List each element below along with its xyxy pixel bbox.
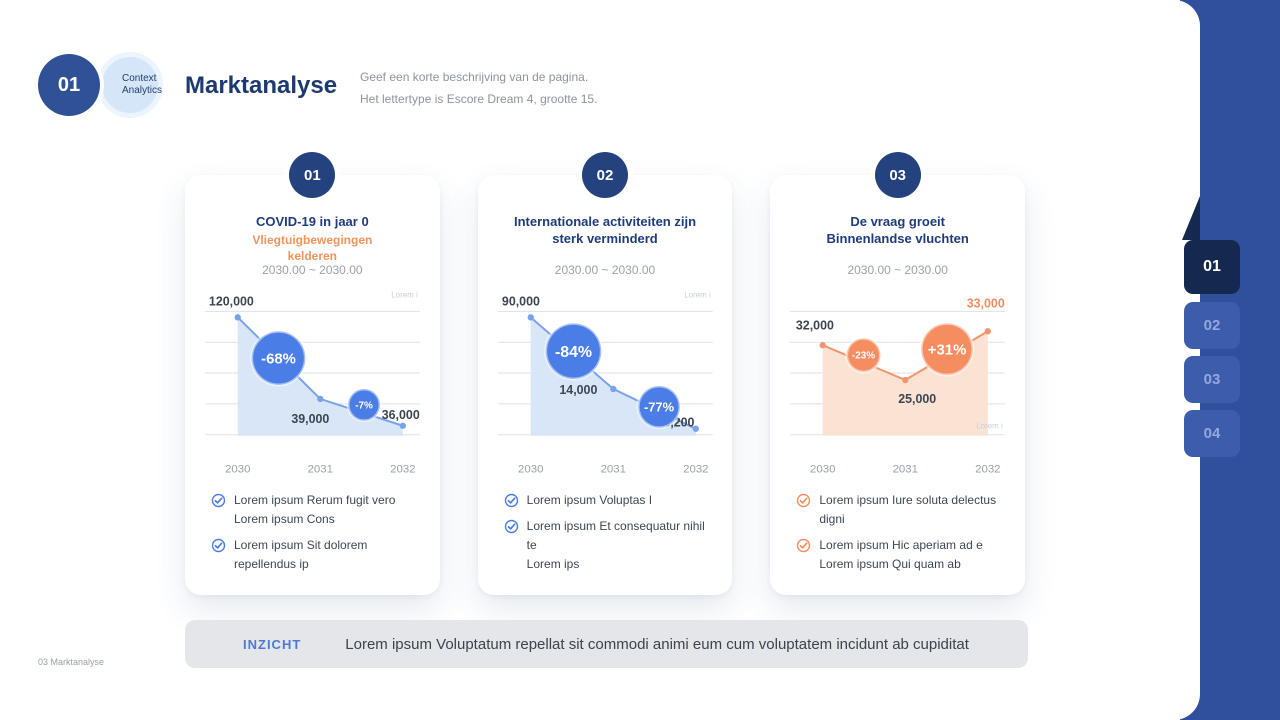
page-description-line2: Het lettertype is Escore Dream 4, groott… [360, 92, 598, 106]
checklist-item: Lorem ipsum Et consequatur nihil te Lore… [504, 517, 717, 574]
insight-text: Lorem ipsum Voluptatum repellat sit comm… [345, 635, 969, 653]
svg-text:33,000: 33,000 [967, 296, 1005, 310]
analysis-card-domestic: 03 De vraag groeit Binnenlandse vluchten… [770, 152, 1026, 595]
svg-text:2031: 2031 [600, 463, 625, 475]
nav-item-03[interactable]: 03 [1184, 356, 1240, 403]
analysis-cards: 01 COVID-19 in jaar 0 Vliegtuigbeweginge… [185, 152, 1026, 595]
checklist-text: Lorem ipsum Et consequatur nihil te [526, 519, 705, 552]
check-icon [796, 493, 811, 508]
card-subtitle-line1: Vliegtuigbewegingen [252, 233, 373, 247]
svg-text:32,000: 32,000 [796, 318, 834, 332]
card-number-badge: 02 [582, 152, 628, 198]
svg-text:2030: 2030 [810, 463, 835, 475]
chart-canvas-international: 90,000 14,000 3,200 -84% -77% 2030 2031 2032 Lor… [478, 281, 733, 481]
chart-svg: 32,000 25,000 33,000 -23% +31% 2030 2031 2032 Lo… [790, 296, 1005, 475]
checklist: Lorem ipsum Voluptas I Lorem ipsum Et co… [478, 491, 733, 574]
checklist-item: Lorem ipsum Sit dolorem repellendus ip [211, 536, 424, 574]
svg-text:-7%: -7% [355, 400, 373, 411]
section-number-badge: 01 [38, 54, 100, 116]
checklist-item: Lorem ipsum Voluptas I [504, 491, 717, 510]
page-description-line1: Geef een korte beschrijving van de pagin… [360, 70, 589, 84]
checklist-item: Lorem ipsum Hic aperiam ad e Lorem ipsum… [796, 536, 1009, 574]
nav-item-01[interactable]: 01 [1184, 240, 1240, 294]
svg-text:-68%: -68% [261, 351, 296, 367]
checklist-text: Lorem ipsum Cons [234, 512, 335, 526]
svg-text:2031: 2031 [308, 463, 333, 475]
card-title: Internationale activiteiten zijn sterk v… [478, 213, 733, 247]
svg-text:Lorem i: Lorem i [977, 422, 1004, 431]
insight-label: INZICHT [243, 636, 302, 652]
checklist-text: Lorem ipsum Qui quam ab [819, 557, 961, 571]
checklist-item: Lorem ipsum Rerum fugit vero Lorem ipsum… [211, 491, 424, 529]
card-header: Internationale activiteiten zijn sterk v… [478, 175, 733, 279]
checklist-text: Lorem ipsum Voluptas I [526, 493, 653, 507]
svg-text:Lorem i: Lorem i [391, 290, 418, 299]
svg-text:-77%: -77% [644, 400, 675, 415]
check-icon [504, 519, 519, 534]
card-title-line2: Binnenlandse vluchten [826, 231, 969, 246]
svg-text:2032: 2032 [390, 463, 415, 475]
card-period: 2030.00 ~ 2030.00 [847, 263, 948, 277]
card-period: 2030.00 ~ 2030.00 [262, 263, 363, 277]
card-subtitle-line2: kelderen [287, 249, 338, 263]
svg-text:36,000: 36,000 [382, 408, 420, 422]
svg-text:2030: 2030 [518, 463, 543, 475]
checklist-item: Lorem ipsum Iure soluta delectus digni [796, 491, 1009, 529]
svg-text:25,000: 25,000 [899, 392, 937, 406]
page-description: Geef een korte beschrijving van de pagin… [360, 66, 597, 110]
svg-text:-84%: -84% [555, 344, 592, 361]
card-number-badge: 01 [289, 152, 336, 198]
card-title-line1: De vraag groeit [850, 214, 945, 229]
analysis-card-international: 02 Internationale activiteiten zijn ster… [477, 152, 733, 595]
svg-text:-23%: -23% [852, 351, 875, 362]
checklist-text: Lorem ipsum Hic aperiam ad e [819, 538, 983, 552]
svg-text:39,000: 39,000 [291, 412, 329, 426]
card-period: 2030.00 ~ 2030.00 [554, 263, 656, 277]
card-subtitle: Vliegtuigbewegingen kelderen [185, 232, 440, 264]
card-title-line1: Internationale activiteiten zijn [513, 214, 697, 229]
check-icon [211, 538, 226, 553]
checklist-text: Lorem ipsum Iure soluta delectus digni [819, 493, 997, 526]
svg-text:90,000: 90,000 [502, 294, 540, 308]
card-title: De vraag groeit Binnenlandse vluchten [770, 213, 1025, 247]
nav-item-04[interactable]: 04 [1184, 410, 1240, 457]
chart-canvas-covid: 120,000 39,000 36,000 -68% -7% 2030 2031 2032 Lo… [185, 281, 440, 481]
svg-text:2032: 2032 [975, 463, 1000, 475]
svg-text:Lorem i: Lorem i [684, 290, 711, 299]
context-analytics-badge: Context Analytics [97, 52, 163, 118]
card-title-line2: sterk verminderd [552, 231, 658, 246]
checklist: Lorem ipsum Iure soluta delectus digni L… [770, 491, 1025, 574]
chart-canvas-domestic: 32,000 25,000 33,000 -23% +31% 2030 2031 2032 Lo… [770, 281, 1025, 481]
chart-svg: 120,000 39,000 36,000 -68% -7% 2030 2031 2032 Lo… [204, 290, 420, 475]
card-title: COVID-19 in jaar 0 [255, 214, 369, 229]
svg-text:2031: 2031 [893, 463, 918, 475]
svg-text:2030: 2030 [225, 463, 250, 475]
card-header: De vraag groeit Binnenlandse vluchten 20… [770, 175, 1025, 279]
checklist: Lorem ipsum Rerum fugit vero Lorem ipsum… [185, 491, 440, 574]
svg-text:+31%: +31% [928, 343, 967, 359]
card-header: COVID-19 in jaar 0 Vliegtuigbewegingen k… [185, 175, 440, 279]
svg-text:2032: 2032 [683, 463, 708, 475]
card-number-badge: 03 [874, 152, 921, 198]
nav-item-02[interactable]: 02 [1184, 302, 1240, 349]
svg-text:14,000: 14,000 [559, 383, 597, 397]
slide-footer-note: 03 Marktanalyse [38, 657, 105, 667]
page-title: Marktanalyse [185, 72, 338, 99]
context-label-line1: Context [122, 73, 157, 84]
checklist-text: Lorem ipsum Rerum fugit vero [234, 493, 396, 507]
checklist-text: Lorem ipsum Sit dolorem repellendus ip [234, 538, 368, 571]
slide-navigation: 01 02 03 04 [1184, 240, 1240, 464]
insight-bar: INZICHT Lorem ipsum Voluptatum repellat … [185, 620, 1028, 668]
check-icon [504, 493, 519, 508]
analysis-card-covid: 01 COVID-19 in jaar 0 Vliegtuigbeweginge… [185, 152, 440, 595]
context-label-line2: Analytics [122, 85, 163, 96]
checklist-text: Lorem ips [526, 557, 580, 571]
svg-text:120,000: 120,000 [209, 294, 254, 308]
check-icon [211, 493, 226, 508]
check-icon [796, 538, 811, 553]
